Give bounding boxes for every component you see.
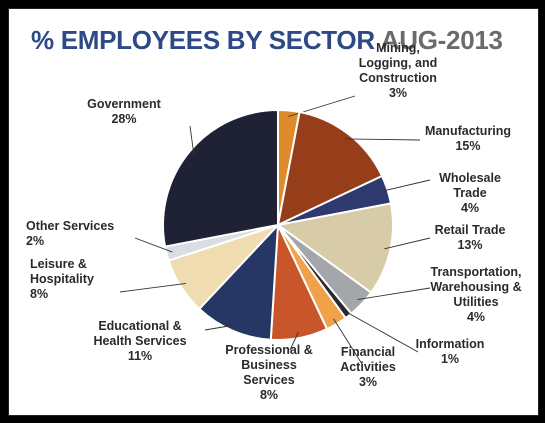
slice-label-line: Hospitality xyxy=(30,272,94,286)
slice-label: Wholesale Trade 4% xyxy=(439,171,501,215)
leader-line xyxy=(333,318,363,365)
slice-label-line: Information xyxy=(416,337,485,351)
pie-slice xyxy=(197,222,280,341)
slice-label-line: Health Services xyxy=(93,334,186,348)
slice-label-line: Utilities xyxy=(453,295,498,309)
slice-label: Retail Trade 13% xyxy=(435,223,506,252)
slice-label-line: 11% xyxy=(128,349,152,363)
slice-label: Information 1% xyxy=(416,337,485,366)
slice-label-line: 28% xyxy=(111,112,136,126)
pie-slice xyxy=(275,202,394,294)
leader-line xyxy=(384,237,431,250)
leader-line xyxy=(289,331,299,351)
leader-line xyxy=(134,237,173,253)
chart-title-date: AUG-2013 xyxy=(380,25,503,55)
slice-label-line: 8% xyxy=(260,388,278,402)
slice-label: Government 28% xyxy=(87,97,161,126)
slice-label-line: 3% xyxy=(359,375,377,389)
slice-label-line: Warehousing & xyxy=(430,280,521,294)
slice-label-line: Retail Trade xyxy=(435,223,506,237)
leader-line xyxy=(344,310,419,353)
slice-label: Educational & Health Services 11% xyxy=(93,319,186,363)
slice-label-line: Business xyxy=(241,358,297,372)
pie-slice xyxy=(276,110,384,227)
slice-label: Professional & Business Services 8% xyxy=(225,343,313,402)
leader-line xyxy=(189,125,195,156)
slice-label-line: Wholesale xyxy=(439,171,501,185)
slice-label-line: Services xyxy=(243,373,294,387)
slice-label: Financial Activities 3% xyxy=(340,345,396,389)
slice-label-line: 15% xyxy=(455,139,480,153)
slice-label-line: 2% xyxy=(26,234,44,248)
slice-label: Manufacturing 15% xyxy=(425,124,511,153)
slice-label-line: Government xyxy=(87,97,161,111)
chart-title: % EMPLOYEES BY SECTOR AUG-2013 xyxy=(31,25,503,56)
slice-label-line: Trade xyxy=(453,186,486,200)
slice-label-line: 13% xyxy=(457,238,482,252)
slice-label: Other Services 2% xyxy=(26,219,114,248)
slice-label-line: Logging, and xyxy=(359,56,437,70)
chart-title-main: % EMPLOYEES BY SECTOR xyxy=(31,25,375,55)
slice-label-line: 4% xyxy=(461,201,479,215)
leader-line xyxy=(357,287,431,301)
slice-label-line: 4% xyxy=(467,310,485,324)
pie-slice xyxy=(162,108,279,248)
slice-label: Mining, Logging, and Construction 3% xyxy=(359,41,437,100)
slice-label-line: Financial xyxy=(341,345,395,359)
slice-label-line: Activities xyxy=(340,360,396,374)
slice-label-line: Transportation, xyxy=(431,265,522,279)
slice-label-line: Professional & xyxy=(225,343,313,357)
slice-label: Transportation, Warehousing & Utilities 4% xyxy=(430,265,521,324)
slice-label-line: Mining, xyxy=(376,41,420,55)
slice-label-line: 1% xyxy=(441,352,459,366)
slice-label-line: 8% xyxy=(30,287,48,301)
slice-label-line: Leisure & xyxy=(30,257,87,271)
slice-label-line: Construction xyxy=(359,71,437,85)
slice-label: Leisure & Hospitality 8% xyxy=(30,257,94,301)
leader-line xyxy=(381,179,431,192)
leader-line xyxy=(119,282,187,293)
slice-label-line: 3% xyxy=(389,86,407,100)
leader-line xyxy=(204,324,235,331)
leader-line xyxy=(344,138,421,141)
slice-label-line: Other Services xyxy=(26,219,114,233)
slice-label-line: Educational & xyxy=(98,319,181,333)
slice-label-line: Manufacturing xyxy=(425,124,511,138)
